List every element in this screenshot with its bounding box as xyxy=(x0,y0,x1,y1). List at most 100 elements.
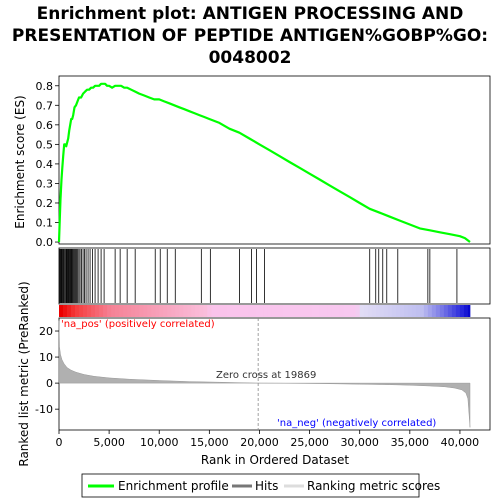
es-y-tick-label: 0.0 xyxy=(36,236,54,249)
gradient-segment xyxy=(327,305,333,317)
gradient-segment xyxy=(167,305,172,317)
gradient-segment xyxy=(279,305,284,317)
gradient-segment xyxy=(207,305,212,317)
metric-y-axis-label: Ranked list metric (PreRanked) xyxy=(17,281,31,466)
gradient-segment xyxy=(427,305,433,317)
gradient-segment xyxy=(91,305,96,317)
gradient-segment xyxy=(187,305,192,317)
ranking-gradient-bar xyxy=(59,305,471,317)
gradient-segment xyxy=(287,305,292,317)
gradient-segment xyxy=(195,305,200,317)
x-tick-label: 40,000 xyxy=(441,436,480,449)
gradient-segment xyxy=(67,305,72,317)
gradient-segment xyxy=(255,305,260,317)
chart-title-line-3: 0048002 xyxy=(209,48,292,68)
es-y-tick-label: 0.2 xyxy=(36,197,54,210)
hits-panel-frame xyxy=(58,247,491,305)
gradient-segment xyxy=(175,305,180,317)
chart-title-line-2: PRESENTATION OF PEPTIDE ANTIGEN%GOBP%GO: xyxy=(12,26,488,46)
es-y-tick-label: 0.3 xyxy=(36,177,54,190)
gradient-segment xyxy=(351,305,357,317)
gradient-segment xyxy=(211,305,216,317)
gradient-segment xyxy=(239,305,244,317)
gradient-segment xyxy=(391,305,397,317)
gradient-segment xyxy=(467,305,471,317)
es-y-tick-label: 0.4 xyxy=(36,158,54,171)
gradient-segment xyxy=(363,305,369,317)
gradient-segment xyxy=(151,305,156,317)
gradient-segment xyxy=(143,305,148,317)
gradient-segment xyxy=(335,305,341,317)
gradient-segment xyxy=(371,305,377,317)
x-tick-label: 20,000 xyxy=(240,436,279,449)
es-y-tick-label: 0.7 xyxy=(36,99,54,112)
gradient-segment xyxy=(267,305,272,317)
gradient-segment xyxy=(415,305,421,317)
gradient-segment xyxy=(227,305,232,317)
gradient-segment xyxy=(403,305,409,317)
gradient-segment xyxy=(115,305,120,317)
hits-group xyxy=(59,249,458,303)
metric-y-axis: 20 10 0 -10 xyxy=(35,325,59,416)
es-y-tick-label: 0.1 xyxy=(36,217,54,230)
x-tick-label: 10,000 xyxy=(140,436,179,449)
gradient-segment xyxy=(223,305,228,317)
gradient-segment xyxy=(451,305,457,317)
x-axis: 0 5,000 10,000 15,000 20,000 25,000 30,000 35,0… xyxy=(56,430,480,449)
gradient-segment xyxy=(343,305,349,317)
gradient-segment xyxy=(171,305,176,317)
gradient-segment xyxy=(183,305,188,317)
gradient-segment xyxy=(147,305,152,317)
gradient-segment xyxy=(331,305,337,317)
x-tick-label: 25,000 xyxy=(290,436,329,449)
zero-cross-label: Zero cross at 19869 xyxy=(216,370,316,381)
es-y-tick-label: 0.5 xyxy=(36,138,54,151)
es-panel-frame xyxy=(58,75,491,245)
gradient-segment xyxy=(283,305,288,317)
gradient-segment xyxy=(263,305,268,317)
gradient-segment xyxy=(251,305,256,317)
gradient-segment xyxy=(395,305,401,317)
gradient-segment xyxy=(103,305,108,317)
gradient-segment xyxy=(299,305,304,317)
metric-y-tick-label: 0 xyxy=(46,377,53,390)
gradient-segment xyxy=(435,305,441,317)
gradient-segment xyxy=(275,305,280,317)
gradient-segment xyxy=(107,305,112,317)
gradient-segment xyxy=(303,305,308,317)
metric-panel-frame xyxy=(58,317,491,431)
gradient-segment xyxy=(423,305,429,317)
gradient-segment xyxy=(311,305,316,317)
gradient-segment xyxy=(163,305,168,317)
gradient-segment xyxy=(355,305,361,317)
es-y-axis-label: Enrichment score (ES) xyxy=(13,95,27,228)
es-y-tick-label: 0.6 xyxy=(36,119,54,132)
gradient-segment xyxy=(379,305,385,317)
gradient-segment xyxy=(75,305,80,317)
gradient-segment xyxy=(323,305,329,317)
metric-area-group xyxy=(58,320,471,428)
gradient-segment xyxy=(411,305,417,317)
gradient-segment xyxy=(407,305,413,317)
legend-enrichment-label: Enrichment profile xyxy=(118,479,229,493)
gradient-segment xyxy=(375,305,381,317)
gradient-segment xyxy=(59,305,64,317)
legend-hits-label: Hits xyxy=(255,479,278,493)
gradient-segment xyxy=(347,305,353,317)
gradient-segment xyxy=(191,305,196,317)
gradient-segment xyxy=(155,305,160,317)
gradient-segment xyxy=(291,305,296,317)
na-neg-label: 'na_neg' (negatively correlated) xyxy=(277,418,436,429)
gradient-segment xyxy=(131,305,136,317)
gradient-segment xyxy=(419,305,425,317)
gradient-segment xyxy=(83,305,88,317)
gradient-segment xyxy=(455,305,461,317)
gradient-segment xyxy=(99,305,104,317)
gradient-segment xyxy=(259,305,264,317)
gradient-segment xyxy=(271,305,276,317)
gradient-segment xyxy=(127,305,132,317)
es-line xyxy=(57,82,471,243)
gradient-segment xyxy=(119,305,124,317)
metric-y-tick-label: -10 xyxy=(35,403,53,416)
gradient-segment xyxy=(135,305,140,317)
